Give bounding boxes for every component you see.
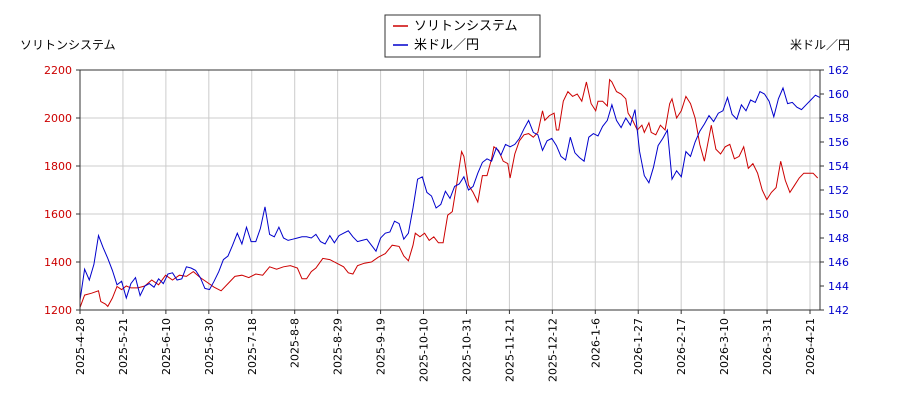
- x-tick-label: 2026-4-21: [804, 318, 817, 375]
- grid: [79, 69, 820, 311]
- left-tick-label: 1600: [44, 208, 72, 221]
- x-tick-label: 2025-4-28: [74, 318, 87, 375]
- right-tick-label: 144: [828, 280, 849, 293]
- right-tick-label: 152: [828, 184, 849, 197]
- x-tick-label: 2025-8-8: [289, 318, 302, 368]
- right-tick-label: 158: [828, 112, 849, 125]
- series-line-stock: [79, 78, 819, 308]
- left-tick-label: 1800: [44, 160, 72, 173]
- left-axis-title: ソリトンシステム: [20, 38, 116, 52]
- left-tick-label: 2200: [44, 64, 72, 77]
- legend-label-fx: 米ドル／円: [414, 38, 479, 53]
- x-tick-label: 2025-12-12: [546, 318, 559, 382]
- right-tick-label: 150: [828, 208, 849, 221]
- right-tick-label: 154: [828, 160, 849, 173]
- right-tick-label: 162: [828, 64, 849, 77]
- right-tick-label: 156: [828, 136, 849, 149]
- x-tick-label: 2026-3-31: [761, 318, 774, 375]
- x-tick-label: 2026-2-17: [675, 318, 688, 375]
- series-line-fx: [79, 86, 821, 301]
- legend: ソリトンシステム 米ドル／円: [384, 14, 541, 58]
- left-tick-label: 1400: [44, 256, 72, 269]
- left-tick-label: 2000: [44, 112, 72, 125]
- x-tick-label: 2025-7-18: [246, 318, 259, 375]
- right-axis: 142 144 146 148 150 152 154 156 158 160 162: [820, 64, 849, 317]
- x-tick-label: 2026-1-6: [589, 318, 602, 368]
- x-axis: 2025-4-28 2025-5-21 2025-6-10 2025-6-30 2025…: [74, 310, 817, 382]
- x-tick-label: 2026-1-27: [632, 318, 645, 375]
- left-axis: 1200 1400 1600 1800 2000 2200: [44, 64, 80, 317]
- x-tick-label: 2025-8-29: [332, 318, 345, 375]
- x-tick-label: 2026-3-10: [718, 318, 731, 375]
- series-layer: [79, 78, 821, 308]
- right-tick-label: 148: [828, 232, 849, 245]
- right-tick-label: 142: [828, 304, 849, 317]
- right-tick-label: 146: [828, 256, 849, 269]
- x-tick-label: 2025-5-21: [117, 318, 130, 375]
- x-tick-label: 2025-9-19: [375, 318, 388, 375]
- x-tick-label: 2025-6-30: [203, 318, 216, 375]
- left-tick-label: 1200: [44, 304, 72, 317]
- right-axis-title: 米ドル／円: [790, 38, 850, 52]
- x-tick-label: 2025-10-10: [418, 318, 431, 382]
- legend-label-stock: ソリトンシステム: [414, 19, 518, 34]
- legend-box: [384, 14, 541, 58]
- x-tick-label: 2025-11-21: [503, 318, 516, 382]
- x-tick-label: 2025-10-31: [460, 318, 473, 382]
- right-tick-label: 160: [828, 88, 849, 101]
- plot-frame: [79, 69, 821, 311]
- x-tick-label: 2025-6-10: [160, 318, 173, 375]
